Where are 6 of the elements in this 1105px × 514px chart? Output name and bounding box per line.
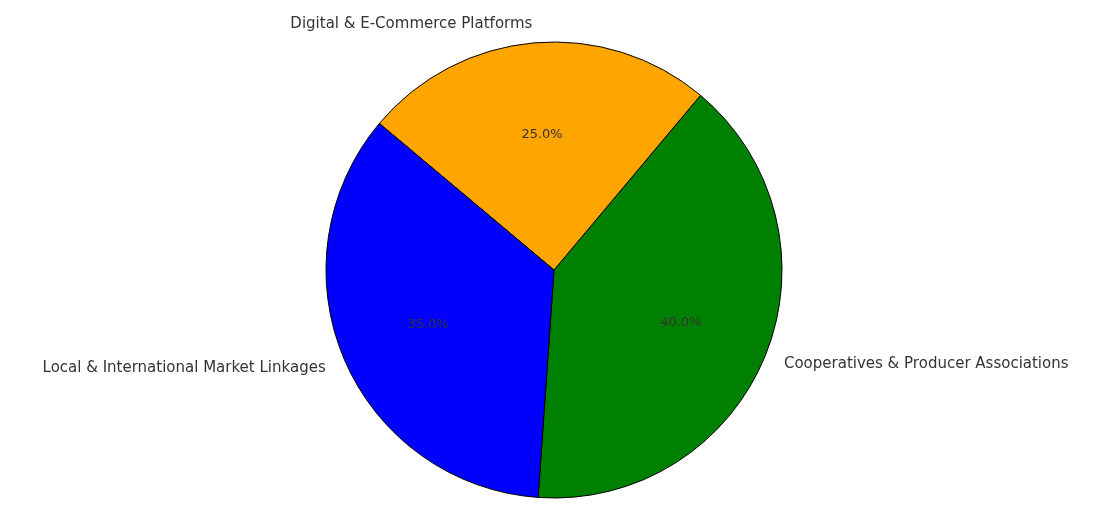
data-label: 35.0% [407, 315, 449, 331]
data-label: 40.0% [660, 313, 702, 329]
slice-label: Local & International Market Linkages [42, 357, 326, 376]
slice-label: Digital & E-Commerce Platforms [290, 13, 533, 32]
slice-label: Cooperatives & Producer Associations [783, 353, 1069, 372]
data-label: 25.0% [521, 126, 563, 142]
